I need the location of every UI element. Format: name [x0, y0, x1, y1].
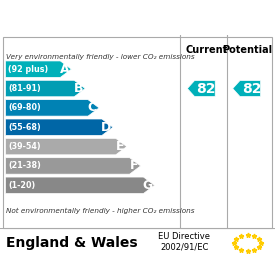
Text: Environmental Impact (CO₂) Rating: Environmental Impact (CO₂) Rating [6, 11, 269, 24]
Polygon shape [6, 138, 127, 155]
Polygon shape [6, 100, 99, 116]
Text: (69-80): (69-80) [8, 103, 41, 112]
Text: (81-91): (81-91) [8, 84, 41, 93]
Text: A: A [60, 63, 69, 76]
Text: D: D [101, 121, 111, 134]
Text: F: F [130, 159, 138, 172]
Text: 82: 82 [197, 82, 216, 95]
Polygon shape [6, 158, 141, 174]
Text: England & Wales: England & Wales [6, 236, 137, 250]
Text: (39-54): (39-54) [8, 142, 41, 151]
Text: EU Directive
2002/91/EC: EU Directive 2002/91/EC [158, 232, 210, 251]
Polygon shape [6, 119, 113, 135]
Text: C: C [88, 101, 97, 114]
Text: Current: Current [185, 44, 227, 54]
Polygon shape [6, 177, 155, 194]
Text: (1-20): (1-20) [8, 181, 35, 190]
Polygon shape [233, 80, 261, 96]
Text: Very environmentally friendly - lower CO₂ emissions: Very environmentally friendly - lower CO… [6, 54, 194, 60]
Text: Potential: Potential [222, 44, 273, 54]
Polygon shape [6, 61, 71, 77]
Text: 82: 82 [242, 82, 261, 95]
Text: (21-38): (21-38) [8, 162, 41, 171]
Text: (92 plus): (92 plus) [8, 65, 48, 74]
Text: Not environmentally friendly - higher CO₂ emissions: Not environmentally friendly - higher CO… [6, 208, 194, 214]
Text: G: G [142, 179, 153, 192]
Text: (55-68): (55-68) [8, 123, 41, 132]
Polygon shape [187, 80, 215, 96]
Text: B: B [74, 82, 83, 95]
Text: E: E [116, 140, 124, 153]
Polygon shape [6, 80, 85, 97]
